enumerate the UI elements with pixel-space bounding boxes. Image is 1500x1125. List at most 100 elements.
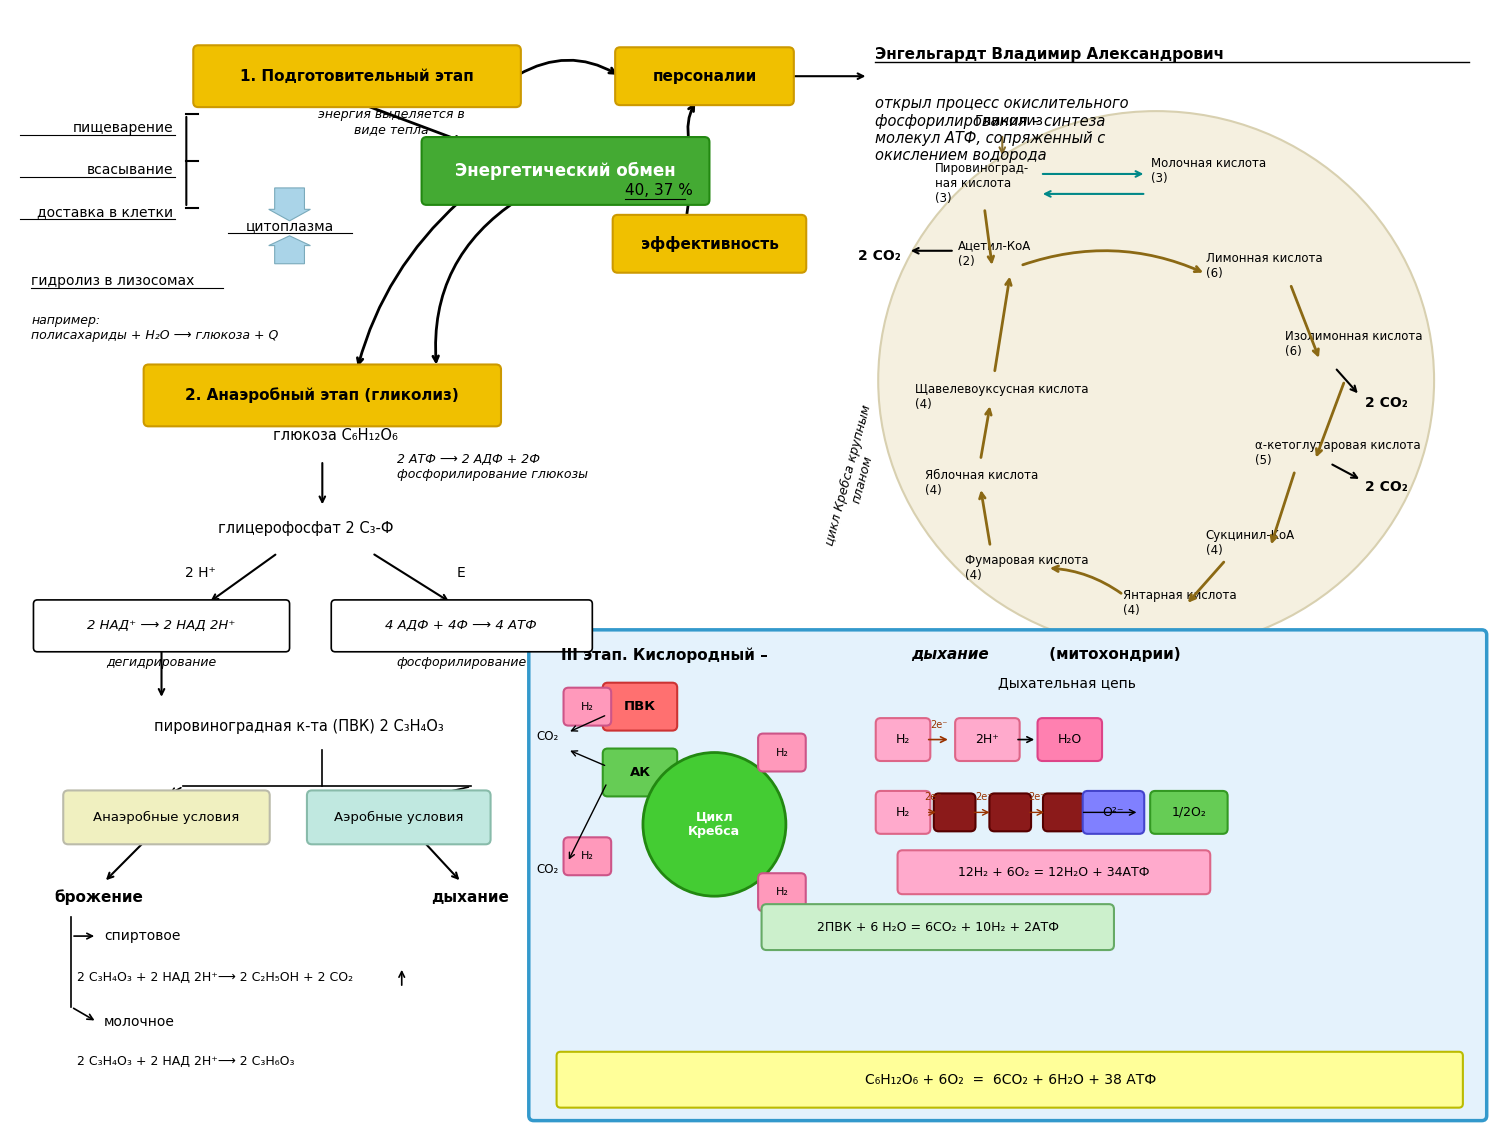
Text: 2e⁻: 2e⁻	[924, 792, 942, 802]
Text: Ацетил-КоА
(2): Ацетил-КоА (2)	[957, 240, 1030, 268]
Text: Дыхательная цепь: Дыхательная цепь	[998, 676, 1136, 690]
Text: 40, 37 %: 40, 37 %	[626, 183, 693, 198]
Text: Молочная кислота
(3): Молочная кислота (3)	[1150, 158, 1266, 185]
FancyBboxPatch shape	[144, 364, 501, 426]
Text: дыхание: дыхание	[432, 890, 510, 904]
Text: глицерофосфат 2 С₃-Ф: глицерофосфат 2 С₃-Ф	[217, 521, 393, 536]
Text: 2e⁻: 2e⁻	[930, 720, 948, 730]
Text: 1/2О₂: 1/2О₂	[1172, 806, 1206, 819]
Text: доставка в клетки: доставка в клетки	[38, 205, 174, 219]
Text: цитоплазма: цитоплазма	[246, 219, 333, 233]
FancyBboxPatch shape	[564, 687, 610, 726]
Text: Янтарная кислота
(4): Янтарная кислота (4)	[1124, 588, 1238, 616]
Text: например:
полисахариды + Н₂О ⟶ глюкоза + Q: например: полисахариды + Н₂О ⟶ глюкоза +…	[32, 314, 279, 342]
FancyBboxPatch shape	[556, 1052, 1462, 1108]
Text: ПВК: ПВК	[624, 700, 656, 713]
FancyBboxPatch shape	[603, 748, 676, 796]
Text: брожение: брожение	[54, 889, 142, 904]
Text: 2Н⁺: 2Н⁺	[975, 734, 999, 746]
FancyBboxPatch shape	[615, 47, 794, 105]
FancyBboxPatch shape	[33, 600, 290, 651]
Text: 2 СО₂: 2 СО₂	[1365, 396, 1407, 411]
Text: открыл процесс окислительного
фосфорилирования – синтеза
молекул АТФ, сопряженны: открыл процесс окислительного фосфорилир…	[874, 96, 1130, 163]
FancyBboxPatch shape	[956, 718, 1020, 760]
Text: цикл Кребса крупным
планом: цикл Кребса крупным планом	[824, 404, 888, 551]
Text: Лимонная кислота
(6): Лимонная кислота (6)	[1206, 252, 1323, 280]
Text: 2ПВК + 6 Н₂О = 6СО₂ + 10Н₂ + 2АТФ: 2ПВК + 6 Н₂О = 6СО₂ + 10Н₂ + 2АТФ	[818, 920, 1059, 934]
Text: Н₂: Н₂	[896, 806, 910, 819]
FancyBboxPatch shape	[897, 850, 1210, 894]
FancyBboxPatch shape	[564, 837, 610, 875]
Text: О²⁻: О²⁻	[1102, 806, 1124, 819]
Text: 12Н₂ + 6О₂ = 12Н₂О + 34АТФ: 12Н₂ + 6О₂ = 12Н₂О + 34АТФ	[958, 866, 1149, 879]
FancyBboxPatch shape	[1083, 791, 1144, 834]
Text: дыхание: дыхание	[910, 647, 989, 663]
FancyBboxPatch shape	[758, 873, 806, 911]
Text: Фумаровая кислота
(4): Фумаровая кислота (4)	[964, 554, 1088, 582]
FancyBboxPatch shape	[63, 791, 270, 844]
Text: Изолимонная кислота
(6): Изолимонная кислота (6)	[1286, 330, 1422, 358]
FancyBboxPatch shape	[422, 137, 710, 205]
FancyBboxPatch shape	[1038, 718, 1102, 760]
FancyBboxPatch shape	[332, 600, 592, 651]
Text: Н₂: Н₂	[580, 852, 594, 862]
Text: спиртовое: спиртовое	[104, 929, 180, 943]
Circle shape	[644, 753, 786, 897]
FancyBboxPatch shape	[1042, 793, 1084, 831]
Text: СО₂: СО₂	[537, 730, 560, 744]
FancyBboxPatch shape	[990, 793, 1030, 831]
Text: 2 С₃Н₄О₃ + 2 НАД 2Н⁺⟶ 2 С₂Н₅ОН + 2 СО₂: 2 С₃Н₄О₃ + 2 НАД 2Н⁺⟶ 2 С₂Н₅ОН + 2 СО₂	[76, 971, 354, 983]
Text: Анаэробные условия: Анаэробные условия	[93, 811, 240, 824]
Ellipse shape	[878, 111, 1434, 650]
Text: Н₂: Н₂	[776, 747, 789, 757]
Text: Н₂: Н₂	[896, 734, 910, 746]
Text: 2 СО₂: 2 СО₂	[858, 249, 901, 263]
Text: 2. Анаэробный этап (гликолиз): 2. Анаэробный этап (гликолиз)	[186, 387, 459, 403]
Text: Энгельгардт Владимир Александрович: Энгельгардт Владимир Александрович	[874, 47, 1224, 62]
FancyBboxPatch shape	[1150, 791, 1227, 834]
Text: фосфорилирование: фосфорилирование	[396, 656, 526, 669]
Text: Энергетический обмен: Энергетический обмен	[454, 162, 676, 180]
Text: 4 АДФ + 4Ф ⟶ 4 АТФ: 4 АДФ + 4Ф ⟶ 4 АТФ	[386, 620, 537, 632]
Text: Щавелевоуксусная кислота
(4): Щавелевоуксусная кислота (4)	[915, 384, 1089, 412]
Text: Цикл
Кребса: Цикл Кребса	[688, 810, 741, 838]
FancyBboxPatch shape	[876, 718, 930, 760]
FancyBboxPatch shape	[612, 215, 806, 272]
Text: Н₂: Н₂	[776, 888, 789, 897]
Text: 2 Н⁺: 2 Н⁺	[184, 566, 216, 580]
FancyArrow shape	[268, 236, 310, 263]
Text: α-кетоглутаровая кислота
(5): α-кетоглутаровая кислота (5)	[1256, 439, 1420, 467]
Text: 2 НАД⁺ ⟶ 2 НАД 2Н⁺: 2 НАД⁺ ⟶ 2 НАД 2Н⁺	[87, 620, 236, 632]
Text: 2e⁻: 2e⁻	[1029, 792, 1045, 802]
Text: Пировиноград-
ная кислота
(3): Пировиноград- ная кислота (3)	[934, 162, 1029, 206]
Text: Сукцинил-КоА
(4): Сукцинил-КоА (4)	[1206, 529, 1294, 557]
Text: Яблочная кислота
(4): Яблочная кислота (4)	[926, 469, 1038, 497]
Text: С₆Н₁₂О₆ + 6О₂  =  6СО₂ + 6Н₂О + 38 АТФ: С₆Н₁₂О₆ + 6О₂ = 6СО₂ + 6Н₂О + 38 АТФ	[864, 1073, 1156, 1087]
Text: гидролиз в лизосомах: гидролиз в лизосомах	[32, 273, 195, 288]
Text: 2 АТФ ⟶ 2 АДФ + 2Ф
фосфорилирование глюкозы: 2 АТФ ⟶ 2 АДФ + 2Ф фосфорилирование глюк…	[398, 453, 588, 481]
Text: АК: АК	[630, 766, 651, 778]
FancyBboxPatch shape	[876, 791, 930, 834]
FancyBboxPatch shape	[530, 630, 1486, 1120]
Text: III этап. Кислородный –: III этап. Кислородный –	[561, 647, 772, 663]
Text: пировиноградная к-та (ПВК) 2 С₃Н₄О₃: пировиноградная к-та (ПВК) 2 С₃Н₄О₃	[153, 719, 444, 735]
FancyBboxPatch shape	[194, 45, 520, 107]
FancyBboxPatch shape	[762, 904, 1114, 949]
FancyBboxPatch shape	[308, 791, 490, 844]
Text: Гликолиз: Гликолиз	[975, 114, 1044, 128]
Text: Н₂O: Н₂O	[1058, 734, 1082, 746]
Text: Н₂: Н₂	[580, 702, 594, 712]
Text: СО₂: СО₂	[537, 863, 560, 875]
Text: энергия выделяется в
виде тепла: энергия выделяется в виде тепла	[318, 108, 465, 136]
FancyBboxPatch shape	[603, 683, 676, 730]
Text: Аэробные условия: Аэробные условия	[334, 811, 464, 824]
Text: всасывание: всасывание	[87, 163, 174, 177]
Text: 1. Подготовительный этап: 1. Подготовительный этап	[240, 69, 474, 83]
Text: 2 СО₂: 2 СО₂	[1365, 480, 1407, 494]
Text: глюкоза С₆Н₁₂О₆: глюкоза С₆Н₁₂О₆	[273, 428, 398, 443]
Text: персоналии: персоналии	[652, 69, 756, 83]
Text: пищеварение: пищеварение	[74, 122, 174, 135]
FancyBboxPatch shape	[758, 734, 806, 772]
Text: эффективность: эффективность	[640, 236, 778, 252]
FancyArrow shape	[268, 188, 310, 220]
